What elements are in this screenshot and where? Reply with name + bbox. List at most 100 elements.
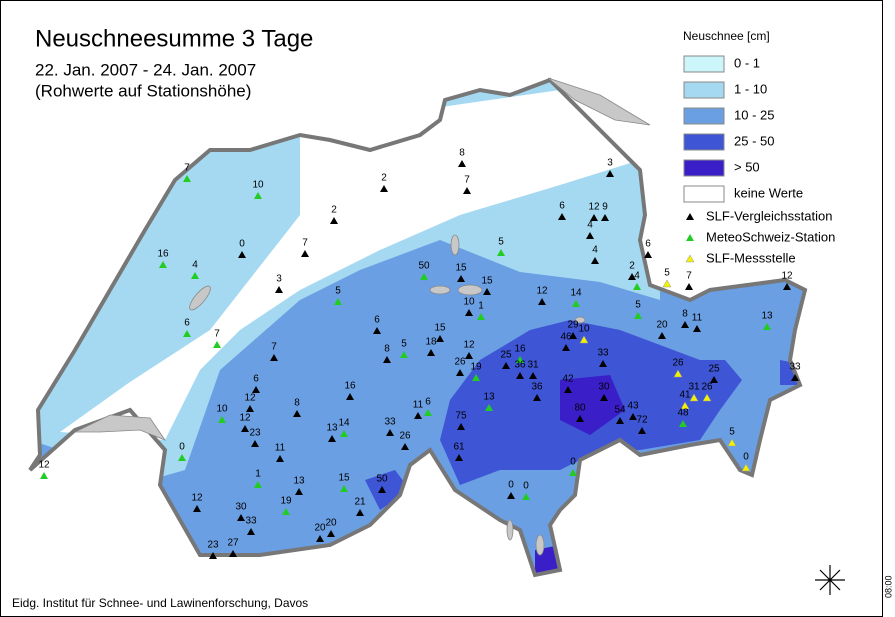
station-value: 33 [245, 516, 257, 527]
station-value: 3 [607, 158, 613, 169]
station-value: 15 [481, 276, 493, 287]
station-value: 16 [344, 381, 356, 392]
station-marker [458, 160, 466, 167]
station-value: 29 [567, 320, 579, 331]
station-value: 3 [276, 274, 282, 285]
station-value: 48 [677, 408, 689, 419]
station-value: 0 [743, 452, 749, 463]
legend-swatch [683, 133, 725, 151]
station-marker [380, 185, 388, 192]
legend-title: Neuschnee [cm] [683, 29, 770, 43]
station-marker [178, 454, 186, 461]
station-marker [516, 372, 524, 379]
station-value: 12 [244, 393, 256, 404]
legend-label: SLF-Messstelle [706, 250, 796, 265]
station-value: 25 [708, 364, 720, 375]
station-value: 41 [679, 390, 691, 401]
station-value: 19 [280, 496, 292, 507]
station-marker [477, 313, 485, 320]
station-marker [662, 279, 672, 288]
station-marker [251, 440, 259, 447]
station-marker [293, 410, 301, 417]
station-value: 7 [184, 163, 190, 174]
station-marker [457, 275, 465, 282]
station-marker [472, 374, 480, 381]
legend-swatch [683, 107, 725, 125]
station-marker [579, 335, 589, 344]
station-marker [564, 386, 572, 393]
station-value: 26 [701, 382, 713, 393]
station-value: 5 [729, 427, 735, 438]
station-value: 4 [587, 220, 593, 231]
station-value: 10 [252, 180, 264, 191]
station-value: 72 [636, 415, 648, 426]
station-value: 12 [536, 286, 548, 297]
station-value: 0 [523, 481, 529, 492]
station-marker [616, 417, 624, 424]
station-marker [576, 415, 584, 422]
station-marker [591, 257, 599, 264]
time: 08:00 [883, 575, 893, 598]
station-marker [328, 435, 336, 442]
note: (Rohwerte auf Stationshöhe) [35, 81, 251, 100]
station-marker [529, 372, 537, 379]
station-marker [689, 393, 699, 402]
station-value: 0 [239, 239, 245, 250]
station-marker [218, 416, 226, 423]
station-marker [533, 394, 541, 401]
station-marker [191, 272, 199, 279]
station-marker [427, 349, 435, 356]
station-value: 26 [399, 431, 411, 442]
station-marker [241, 425, 249, 432]
station-marker [673, 369, 683, 378]
station-marker [465, 309, 473, 316]
station-marker [681, 321, 689, 328]
station-value: 12 [588, 202, 600, 213]
station-value: 5 [498, 237, 504, 248]
station-value: 75 [455, 411, 467, 422]
station-value: 13 [326, 423, 338, 434]
station-marker [340, 430, 348, 437]
legend-label: 0 - 1 [734, 55, 760, 70]
station-value: 0 [508, 480, 514, 491]
station-marker [791, 374, 799, 381]
legend-marker [686, 234, 694, 241]
station-marker [282, 508, 290, 515]
station-value: 61 [453, 442, 465, 453]
station-value: 14 [338, 418, 350, 429]
station-value: 8 [384, 344, 390, 355]
station-value: 15 [338, 473, 350, 484]
station-marker [702, 393, 712, 402]
station-marker [237, 514, 245, 521]
station-marker [455, 454, 463, 461]
station-marker [710, 376, 718, 383]
station-marker [316, 535, 324, 542]
station-value: 6 [559, 201, 565, 212]
station-marker [658, 332, 666, 339]
station-value: 36 [514, 360, 526, 371]
station-value: 2 [381, 173, 387, 184]
station-marker [213, 341, 221, 348]
station-marker [569, 332, 577, 339]
station-marker [183, 330, 191, 337]
station-value: 33 [597, 348, 609, 359]
station-value: 8 [294, 398, 300, 409]
station-value: 30 [235, 502, 247, 513]
subtitle: 22. Jan. 2007 - 24. Jan. 2007 [35, 60, 256, 79]
station-marker [693, 325, 701, 332]
station-marker [254, 481, 262, 488]
station-marker [301, 250, 309, 257]
station-value: 20 [314, 523, 326, 534]
legend-label: keine Werte [734, 185, 803, 200]
station-value: 9 [602, 202, 608, 213]
station-marker [727, 438, 737, 447]
station-value: 10 [578, 324, 590, 335]
station-value: 12 [239, 413, 251, 424]
station-marker [463, 187, 471, 194]
station-value: 27 [227, 538, 239, 549]
station-marker [275, 286, 283, 293]
station-value: 15 [455, 263, 467, 274]
station-value: 8 [459, 148, 465, 159]
